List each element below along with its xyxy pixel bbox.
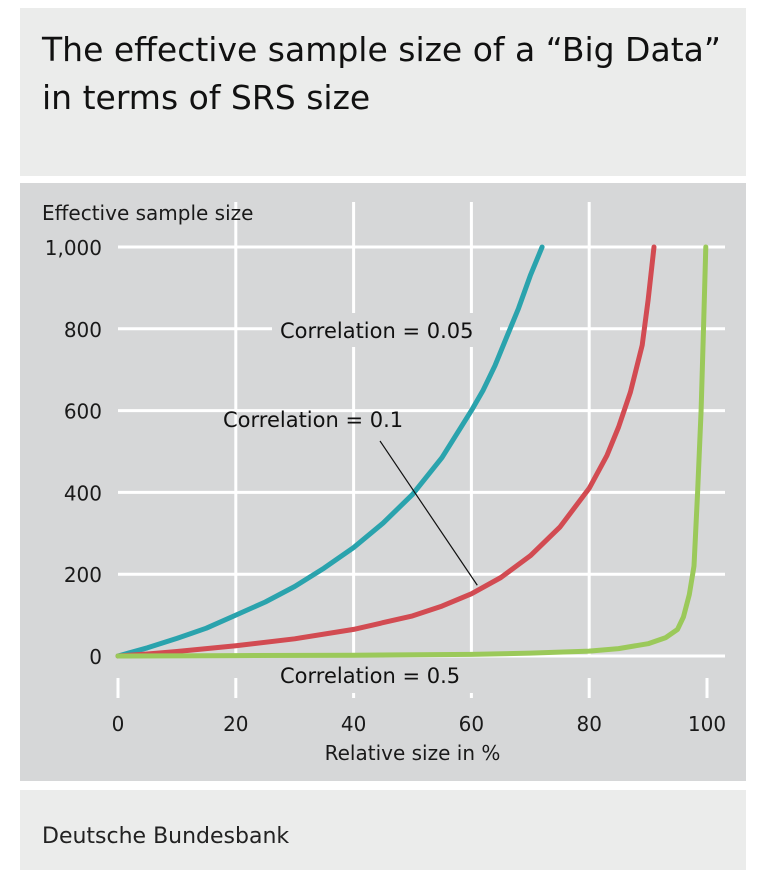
annotation-background xyxy=(272,313,500,347)
x-tick-label: 60 xyxy=(459,712,484,736)
y-axis-title: Effective sample size xyxy=(42,201,253,225)
series-line xyxy=(115,244,709,659)
x-tick-label: 20 xyxy=(223,712,248,736)
y-tick-label: 600 xyxy=(64,400,102,424)
x-tick-label: 80 xyxy=(576,712,601,736)
y-tick-label: 1,000 xyxy=(45,236,102,260)
y-tick-label: 0 xyxy=(89,645,102,669)
annotation-correlation-0-05: Correlation = 0.05 xyxy=(280,319,474,343)
gridlines xyxy=(116,202,725,698)
x-tick-label: 40 xyxy=(341,712,366,736)
y-tick-label: 800 xyxy=(64,318,102,342)
annotation-leader-line xyxy=(379,440,478,586)
chart-title: The effective sample size of a “Big Data… xyxy=(42,30,721,117)
annotation-background xyxy=(272,659,482,693)
source-label: Deutsche Bundesbank xyxy=(42,824,290,849)
y-tick-label: 200 xyxy=(64,563,102,587)
line-chart: 0 200 400 600 800 1,000 0 20 40 60 80 100 Effective … xyxy=(42,201,726,765)
annotation-correlation-0-5: Correlation = 0.5 xyxy=(280,664,460,688)
chart-panel: 0 200 400 600 800 1,000 0 20 40 60 80 100 Effective … xyxy=(20,183,746,781)
footer-panel: Deutsche Bundesbank xyxy=(20,790,746,870)
series-lines xyxy=(115,244,709,659)
series-line xyxy=(115,244,657,659)
y-tick-label: 400 xyxy=(64,481,102,505)
axis-labels: 0 200 400 600 800 1,000 0 20 40 60 80 100 Effective … xyxy=(42,201,726,765)
x-tick-label: 0 xyxy=(112,712,125,736)
x-tick-label: 100 xyxy=(688,712,726,736)
annotations: Correlation = 0.05 Correlation = 0.1 Corre… xyxy=(223,313,500,693)
annotation-correlation-0-1: Correlation = 0.1 xyxy=(223,408,403,432)
title-panel: The effective sample size of a “Big Data… xyxy=(20,8,746,176)
x-axis-title: Relative size in % xyxy=(325,741,501,765)
series-line xyxy=(115,244,545,659)
